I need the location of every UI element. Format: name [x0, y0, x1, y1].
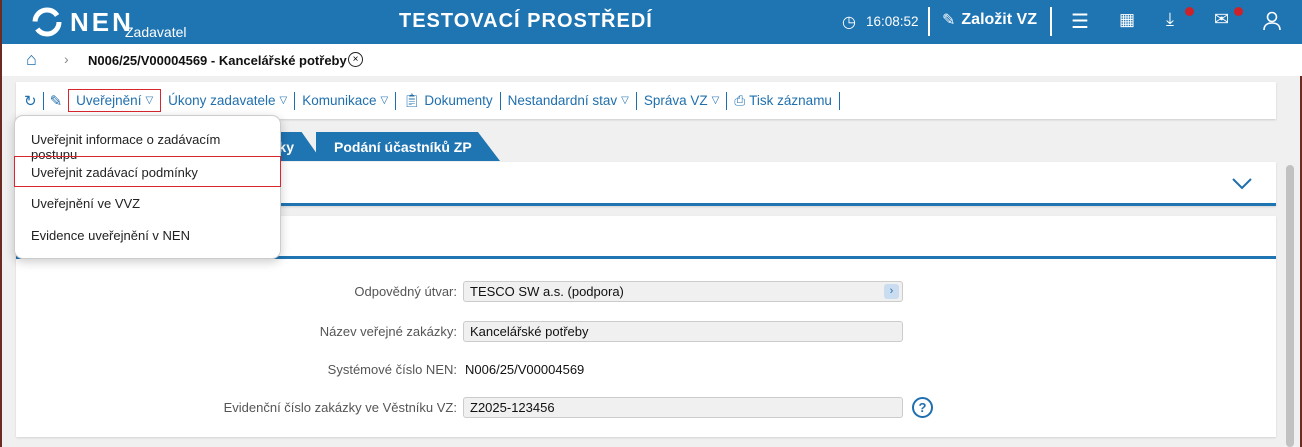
dropdown-item[interactable]: Uveřejnění ve VVZ	[31, 196, 141, 211]
help-icon[interactable]: ?	[912, 397, 933, 418]
pencil-icon[interactable]: ✎	[49, 92, 63, 110]
calendar-icon[interactable]: ▦	[1119, 10, 1136, 29]
menu-ukony-zadavatele[interactable]: Úkony zadavatele ▽	[161, 91, 296, 110]
contract-name-field[interactable]: Kancelářské potřeby	[463, 321, 903, 342]
dropdown-item[interactable]: Evidence uveřejnění v NEN	[31, 228, 190, 243]
menu-label: Úkony zadavatele	[168, 93, 276, 108]
field-value: Kancelářské potřeby	[470, 324, 589, 339]
breadcrumb-title: N006/25/V00004569 - Kancelářské potřeby	[88, 53, 347, 68]
triangle-down-icon: ▽	[145, 95, 154, 106]
logo-subtitle: Zadavatel	[125, 24, 187, 40]
triangle-down-icon: ▽	[711, 95, 720, 106]
triangle-down-icon: ▽	[621, 95, 629, 106]
menu-label: Správa VZ	[643, 93, 708, 108]
menu-dokumenty[interactable]: 📋︎ Dokumenty	[396, 91, 501, 110]
create-vz-button[interactable]: ✎ Založit VZ	[942, 10, 1037, 30]
sysnum-label: Systémové číslo NEN:	[327, 362, 457, 377]
home-icon[interactable]: ⌂	[26, 49, 37, 69]
edit-icon: ✎	[942, 12, 956, 29]
tab-label: Podání účastníků ZP	[334, 138, 472, 155]
clock-icon: ◷	[842, 14, 856, 31]
name-label: Název veřejné zakázky:	[319, 324, 457, 339]
triangle-down-icon: ▽	[380, 95, 389, 106]
tab-label: ky	[278, 138, 294, 155]
responsible-unit-field[interactable]: TESCO SW a.s. (podpora) ›	[463, 281, 903, 302]
triangle-down-icon: ▽	[279, 95, 288, 106]
notification-dot	[1234, 7, 1243, 16]
menu-uverejneni[interactable]: Uveřejnění ▽	[68, 89, 162, 112]
dropdown-item-highlighted[interactable]: Uveřejnit zadávací podmínky	[14, 156, 281, 187]
menu-label: Tisk záznamu	[749, 93, 832, 108]
menu-tisk-zaznamu[interactable]: ⎙ Tisk záznamu	[727, 91, 840, 110]
chevron-right-icon[interactable]: ›	[884, 284, 899, 299]
environment-title: TESTOVACÍ PROSTŘEDÍ	[399, 10, 653, 32]
refresh-icon[interactable]: ↻	[24, 91, 44, 110]
menu-sprava-vz[interactable]: Správa VZ ▽	[637, 91, 728, 110]
menu-label: Komunikace	[302, 93, 377, 108]
nen-logo-icon	[32, 7, 62, 37]
download-icon[interactable]: ⤓	[1166, 9, 1174, 29]
breadcrumb: ⌂ › N006/25/V00004569 - Kancelářské potř…	[2, 44, 1302, 76]
menu-nestandardni-stav[interactable]: Nestandardní stav ▽	[501, 91, 637, 110]
responsible-label: Odpovědný útvar:	[354, 284, 457, 299]
menu-komunikace[interactable]: Komunikace ▽	[295, 91, 397, 110]
evnum-label: Evidenční číslo zakázky ve Věstníku VZ:	[223, 400, 457, 415]
dropdown-item[interactable]: Uveřejnit informace o zadávacím postupu	[31, 132, 221, 162]
printer-icon: ⎙	[734, 92, 746, 108]
top-header: NEN Zadavatel TESTOVACÍ PROSTŘEDÍ ◷ 16:0…	[2, 0, 1302, 44]
chevron-right-icon: ›	[64, 51, 69, 67]
logo-text: NEN	[70, 7, 134, 37]
menu-label: Uveřejnění	[76, 93, 142, 108]
notification-dot	[1185, 7, 1194, 16]
field-value: Z2025-123456	[470, 400, 555, 415]
uverejneni-dropdown: Uveřejnit informace o zadávacím postupu …	[14, 115, 281, 259]
create-vz-label: Založit VZ	[961, 11, 1037, 28]
user-icon[interactable]	[1263, 11, 1281, 31]
toolbar: ↻ ✎ Uveřejnění ▽ Úkony zadavatele ▽ Komuni…	[16, 82, 1276, 119]
close-icon[interactable]: ×	[348, 52, 363, 67]
sysnum-value: N006/25/V00004569	[465, 362, 585, 377]
session-time: 16:08:52	[866, 14, 919, 29]
menu-icon[interactable]: ☰	[1071, 11, 1089, 33]
field-value: TESCO SW a.s. (podpora)	[470, 284, 624, 299]
mail-icon[interactable]: ✉	[1214, 9, 1230, 29]
menu-label: Nestandardní stav	[507, 93, 618, 108]
scrollbar[interactable]	[1286, 165, 1294, 447]
tab-podani-ucastniku[interactable]: Podání účastníků ZP	[316, 132, 500, 161]
chevron-down-icon[interactable]	[1232, 178, 1252, 190]
evidence-number-field[interactable]: Z2025-123456	[463, 397, 903, 418]
menu-label: Dokumenty	[424, 93, 493, 108]
clipboard-icon: 📋︎	[403, 92, 421, 108]
